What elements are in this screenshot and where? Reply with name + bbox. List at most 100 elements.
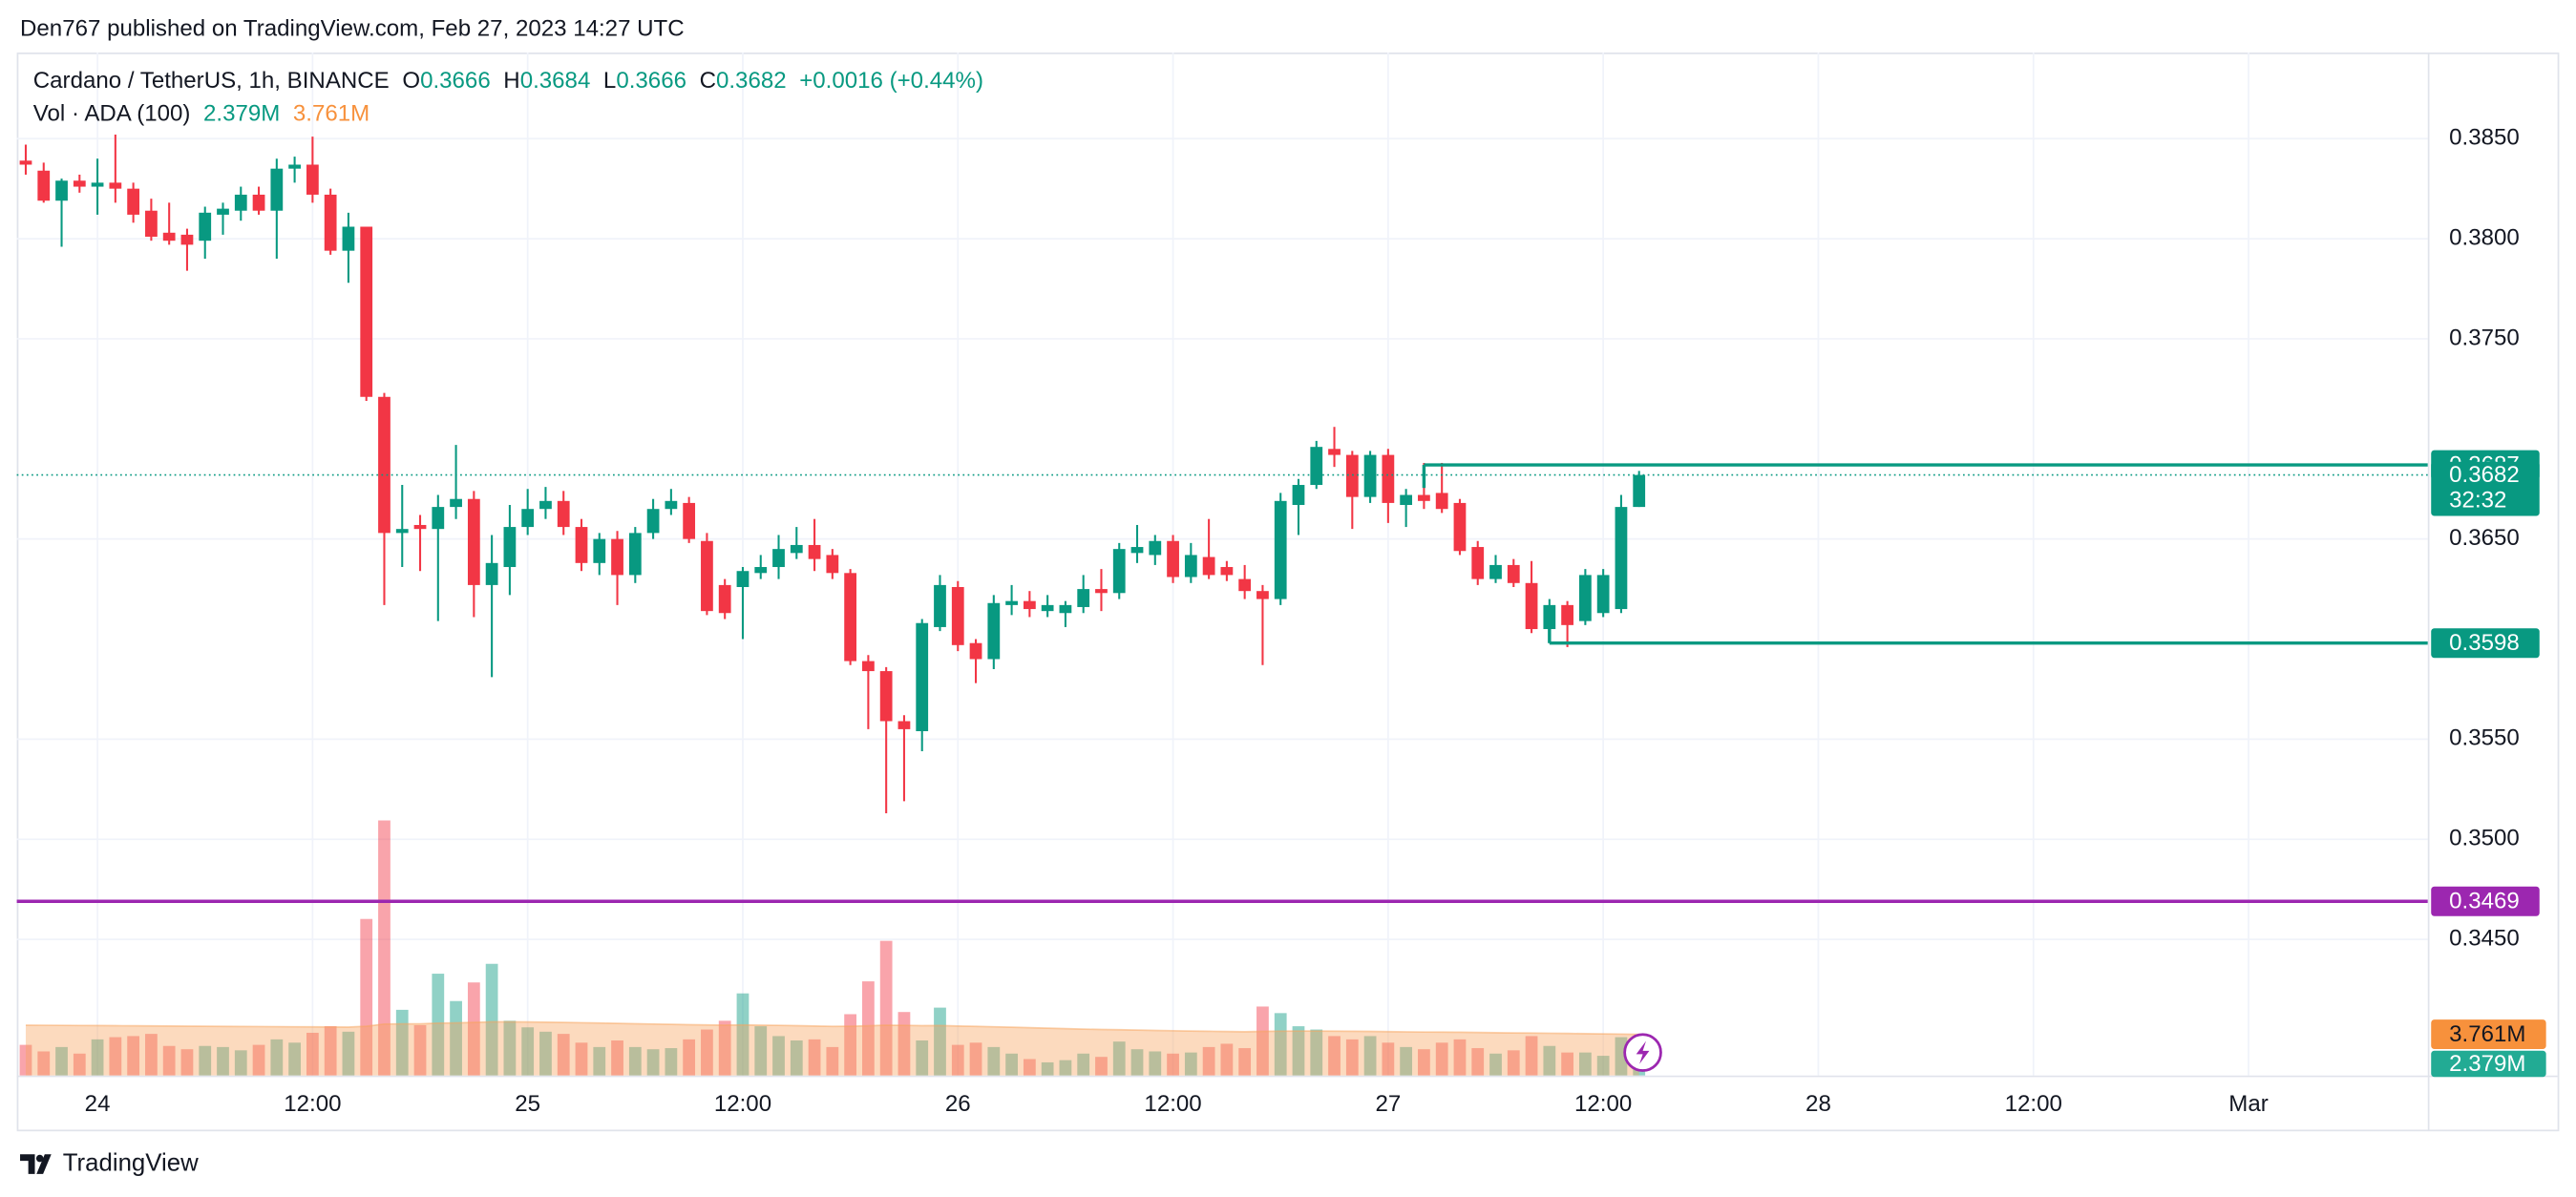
- candle-body: [772, 549, 785, 568]
- logo-dot: [35, 1154, 44, 1163]
- volume-bar: [378, 820, 391, 1076]
- volume-bar: [37, 1051, 51, 1076]
- candle-body: [987, 602, 1001, 660]
- volume-bar: [611, 1040, 623, 1076]
- candle-body: [199, 212, 212, 242]
- y-tick-label: 0.3850: [2449, 125, 2520, 151]
- candle-body: [1149, 540, 1162, 556]
- volume-bar: [628, 1046, 642, 1076]
- realtime-icon[interactable]: [1623, 1033, 1662, 1072]
- ohlc-value: 0.3666: [616, 68, 686, 94]
- legend-volume: Vol · ADA (100) 2.379M 3.761M: [33, 101, 370, 127]
- level-price-box: [2431, 628, 2540, 659]
- volume-bar: [91, 1039, 104, 1076]
- candle-body: [754, 567, 768, 574]
- volume-bar: [826, 1046, 839, 1076]
- volume-bar: [665, 1048, 678, 1076]
- volume-bar: [127, 1036, 140, 1076]
- volume-ma-line: [25, 1020, 1639, 1036]
- volume-bar: [521, 1027, 535, 1076]
- x-tick-label: 12:00: [1144, 1091, 1201, 1117]
- candle-body: [790, 544, 803, 554]
- candle-body: [539, 500, 552, 510]
- y-tick-label: 0.3450: [2449, 925, 2520, 951]
- x-tick-label: 12:00: [2005, 1091, 2062, 1117]
- volume-ma-axis-label: 3.761M: [2449, 1021, 2525, 1047]
- level-price-label: 0.3469: [2449, 888, 2520, 914]
- volume-bar: [1112, 1041, 1126, 1076]
- volume-ma-area: [25, 1021, 1639, 1076]
- volume-bar: [1292, 1026, 1305, 1076]
- candle-body: [306, 164, 319, 195]
- volume-bar: [1130, 1049, 1144, 1076]
- x-tick-label: 26: [945, 1091, 971, 1117]
- y-tick-label: 0.3650: [2449, 525, 2520, 551]
- candle-body: [1095, 589, 1108, 594]
- candle-body: [342, 226, 355, 251]
- realtime-bolt: [1636, 1040, 1650, 1064]
- candle-body: [897, 721, 911, 729]
- ohlc-value: 0.3666: [420, 68, 491, 94]
- volume-bar: [109, 1037, 122, 1076]
- volume-bar: [1418, 1049, 1430, 1076]
- candle-body: [628, 533, 642, 576]
- volume-bar: [1578, 1052, 1592, 1076]
- volume-bar: [1453, 1039, 1467, 1076]
- volume-bar: [1167, 1053, 1179, 1076]
- volume-bar: [593, 1046, 606, 1076]
- volume-bar: [1363, 1036, 1377, 1076]
- candle-body: [862, 661, 875, 672]
- volume-bar: [862, 981, 875, 1076]
- volume-bar: [1149, 1051, 1162, 1076]
- symbol-title: Cardano / TetherUS, 1h, BINANCE: [33, 68, 390, 94]
- volume-bar: [808, 1039, 821, 1076]
- volume-bar: [395, 1009, 409, 1076]
- candle-body: [1292, 485, 1305, 506]
- brand-name[interactable]: TradingView: [63, 1149, 199, 1176]
- last-price-label: 0.3682: [2449, 462, 2520, 488]
- candle-body: [808, 544, 821, 559]
- candle-body: [1382, 454, 1395, 503]
- volume-bar: [879, 940, 893, 1076]
- volume-title: Vol · ADA (100): [33, 101, 191, 127]
- volume-bar: [306, 1032, 319, 1076]
- candle-body: [879, 671, 893, 722]
- volume-bar: [987, 1046, 1001, 1076]
- ohlc-key: O: [402, 68, 420, 94]
- candle-body: [1561, 604, 1573, 625]
- volume-bar: [413, 1024, 427, 1076]
- candle-body: [557, 500, 570, 528]
- candle-body: [145, 210, 158, 237]
- volume-bar: [1382, 1042, 1395, 1076]
- candle-body: [467, 498, 480, 585]
- candle-body: [1238, 578, 1252, 592]
- volume-bar: [1507, 1050, 1520, 1076]
- volume-bar: [575, 1042, 588, 1076]
- volume-bar: [646, 1049, 660, 1076]
- candle-body: [1328, 449, 1341, 455]
- volume-bar: [969, 1042, 982, 1076]
- volume-bar: [1059, 1060, 1072, 1076]
- volume-bar: [539, 1031, 552, 1076]
- brand-logo[interactable]: TradingView: [20, 1149, 199, 1176]
- volume-bar: [701, 1029, 713, 1076]
- volume-bar: [73, 1053, 86, 1076]
- logo-mark: [20, 1154, 52, 1174]
- volume-bar: [754, 1026, 768, 1076]
- candle-body: [1525, 582, 1538, 630]
- volume-bar: [1471, 1048, 1485, 1076]
- candle-body: [611, 538, 623, 576]
- volume-bar: [324, 1026, 337, 1076]
- candle-body: [1112, 549, 1126, 594]
- candle-body: [1005, 600, 1018, 605]
- y-tick-label: 0.3800: [2449, 224, 2520, 250]
- candle-body: [1167, 540, 1179, 578]
- candle-body: [646, 509, 660, 534]
- candle-body: [378, 396, 391, 534]
- volume-bar: [951, 1044, 964, 1076]
- volume-bar: [1005, 1053, 1018, 1076]
- price-change: +0.0016 (+0.44%): [799, 68, 983, 94]
- volume-pane: [19, 820, 1646, 1076]
